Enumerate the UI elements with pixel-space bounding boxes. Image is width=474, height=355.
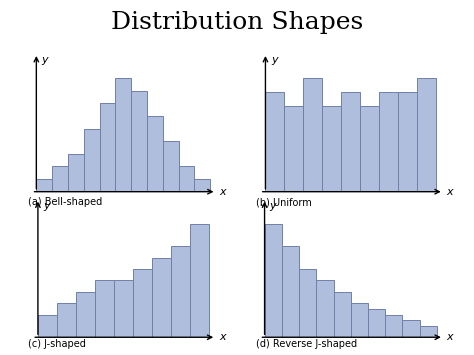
Bar [190,224,209,337]
Text: x: x [219,187,226,197]
Bar [114,280,133,337]
Bar [379,92,398,192]
Text: y: y [270,201,276,211]
Text: (c) J-shaped: (c) J-shaped [28,339,86,349]
Text: (b) Uniform: (b) Uniform [256,197,312,207]
Bar [57,303,76,337]
Bar [38,315,57,337]
Bar [265,92,284,192]
Text: x: x [447,187,453,197]
Bar [133,269,152,337]
Bar [115,78,131,192]
Bar [284,106,303,192]
Bar [36,179,52,192]
Bar [398,92,417,192]
Bar [351,303,368,337]
Bar [171,246,190,337]
Bar [316,280,334,337]
Bar [368,309,385,337]
Bar [360,106,379,192]
Bar [179,166,194,192]
Bar [264,224,282,337]
Text: Distribution Shapes: Distribution Shapes [111,11,363,34]
Text: y: y [44,201,50,211]
Text: (d) Reverse J-shaped: (d) Reverse J-shaped [256,339,357,349]
Text: (a) Bell-shaped: (a) Bell-shaped [28,197,103,207]
Bar [163,141,179,192]
Text: y: y [271,55,278,65]
Bar [76,292,95,337]
Bar [194,179,210,192]
Text: x: x [447,332,453,342]
Bar [385,315,402,337]
Text: x: x [219,332,226,342]
Bar [419,326,437,337]
Bar [402,320,419,337]
Bar [299,269,316,337]
Bar [84,129,100,192]
Bar [131,91,147,192]
Bar [68,154,84,192]
Bar [322,106,341,192]
Text: y: y [41,55,48,65]
Bar [95,280,114,337]
Bar [341,92,360,192]
Bar [303,78,322,192]
Bar [100,103,115,192]
Bar [282,246,299,337]
Bar [417,78,436,192]
Bar [152,258,171,337]
Bar [147,116,163,192]
Bar [334,292,351,337]
Bar [52,166,68,192]
